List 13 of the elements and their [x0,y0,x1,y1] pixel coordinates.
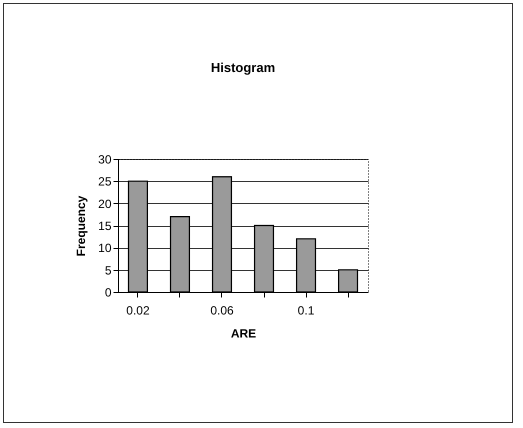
chart-title: Histogram [210,60,276,75]
x-tick-label: 0.02 [126,304,150,318]
y-tick-label: 25 [98,174,112,189]
y-tick-label: 0 [104,286,112,300]
x-tick-label: 0.1 [298,304,315,318]
x-tick-label: 0.06 [210,304,234,318]
y-tick-label: 10 [98,241,112,256]
x-axis-title: ARE [230,326,256,340]
y-tick-label: 30 [98,152,112,166]
y-tick-label: 5 [104,263,112,278]
y-tick-label: 15 [98,219,112,233]
y-tick-label: 20 [98,196,112,211]
y-axis-title: Frequency [74,195,88,256]
